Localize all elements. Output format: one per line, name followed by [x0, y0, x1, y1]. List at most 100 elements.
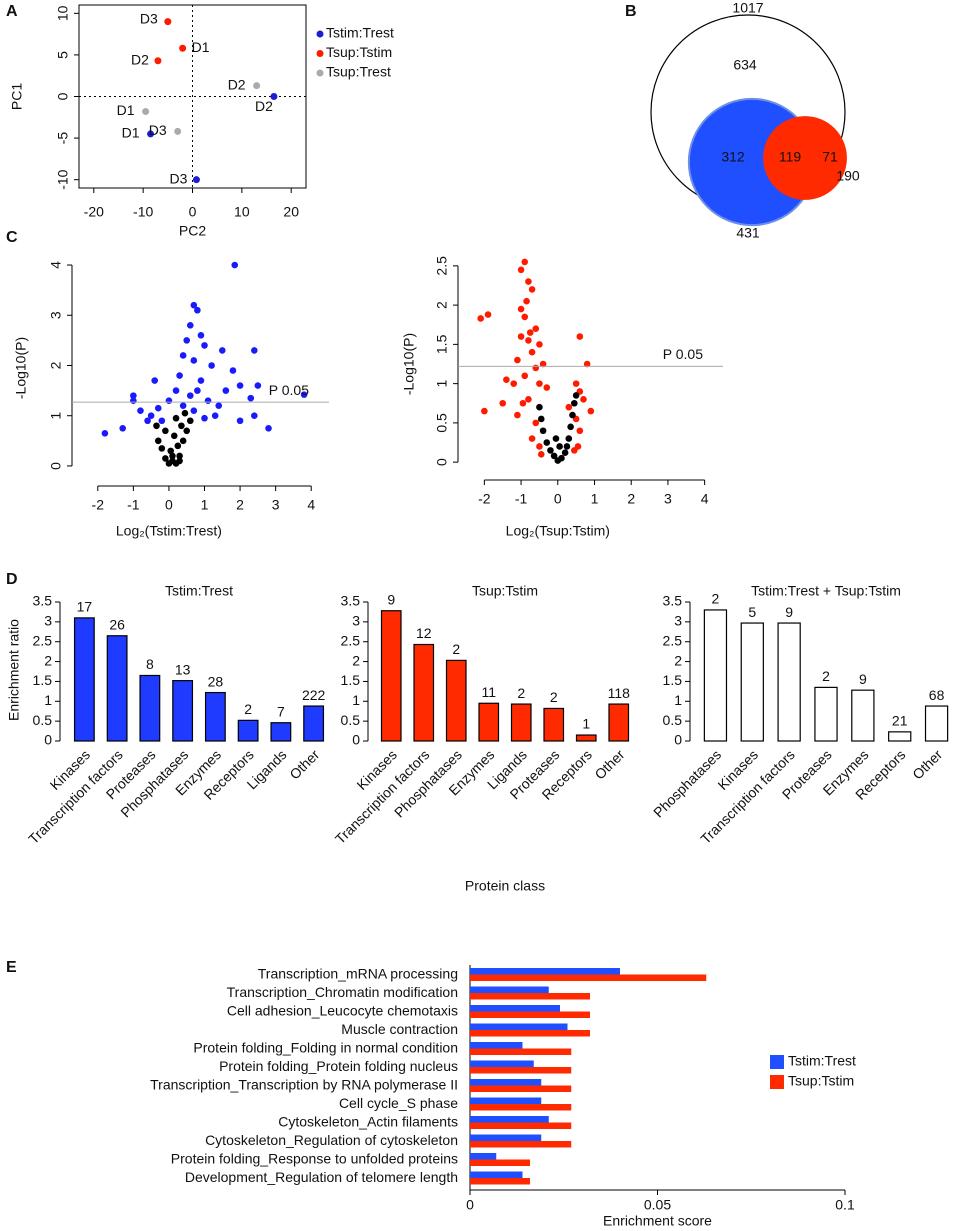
- bar: [814, 686, 838, 742]
- panel-label: A: [6, 3, 18, 20]
- point: [300, 391, 308, 398]
- bar: [470, 1048, 572, 1055]
- x-tick-label: 20: [283, 204, 299, 220]
- point: [162, 427, 169, 435]
- point: [253, 82, 261, 90]
- count-label: 9: [859, 671, 867, 687]
- x-axis-label: Enrichment score: [603, 1213, 712, 1229]
- legend-marker: [316, 50, 324, 57]
- y-tick-label: 1: [674, 692, 682, 708]
- count-label: 13: [175, 661, 191, 677]
- point: [154, 437, 162, 445]
- point: [222, 387, 230, 394]
- count-label: 9: [785, 604, 793, 620]
- bar: [470, 1104, 572, 1111]
- point: [176, 372, 183, 379]
- bar: [106, 635, 128, 742]
- y-tick-label: 3: [48, 311, 64, 319]
- y-tick-label: 2.5: [434, 256, 450, 276]
- point: [218, 347, 226, 354]
- y-tick-label: Muscle contraction: [341, 1021, 458, 1037]
- y-tick-label: 3.5: [663, 593, 683, 609]
- point: [208, 362, 215, 369]
- point: [536, 403, 543, 411]
- x-tick-label: 0.05: [644, 1197, 671, 1213]
- point: [192, 176, 200, 184]
- x-tick-label: -20: [84, 204, 104, 220]
- point: [153, 422, 160, 430]
- point: [583, 360, 591, 368]
- point: [587, 407, 595, 415]
- threshold-label: P 0.05: [663, 346, 703, 362]
- point: [503, 376, 510, 384]
- point: [186, 417, 194, 425]
- point: [251, 347, 258, 354]
- point: [525, 396, 532, 403]
- point: [158, 445, 166, 452]
- legend-label: Tsup:Tstim: [326, 44, 392, 60]
- panel-label: E: [6, 959, 17, 976]
- y-tick-label: 2: [434, 301, 450, 309]
- count-label: 12: [416, 625, 432, 641]
- chart-title: Tsup:Tstim: [472, 583, 538, 599]
- legend-marker: [316, 30, 324, 38]
- y-tick-label: 3: [674, 613, 682, 629]
- point: [247, 394, 255, 402]
- point: [178, 422, 185, 430]
- legend-swatch: [770, 1075, 784, 1089]
- point: [521, 313, 529, 321]
- point: [521, 372, 529, 380]
- point: [543, 439, 551, 446]
- point: [176, 457, 183, 465]
- count-label: 1: [582, 716, 590, 732]
- y-axis-label: -Log10(P): [13, 337, 29, 399]
- bar: [470, 1030, 590, 1037]
- point: [197, 377, 205, 384]
- x-tick-label: -1: [515, 491, 528, 507]
- legend-label: Tsup:Trest: [326, 64, 391, 80]
- count-label: 2: [822, 668, 830, 684]
- count-label: 2: [517, 685, 525, 701]
- point: [201, 342, 208, 349]
- point: [499, 399, 507, 407]
- y-tick-label: 2: [352, 652, 360, 668]
- point: [537, 450, 545, 458]
- y-tick-label: 5: [55, 51, 71, 59]
- venn-only: 312: [721, 149, 745, 165]
- point: [236, 417, 244, 425]
- x-tick-label: 3: [664, 491, 672, 507]
- point-label: D1: [117, 102, 135, 118]
- point: [201, 414, 208, 422]
- venn-set-total: 431: [736, 225, 760, 241]
- y-tick-label: Cytoskeleton_Actin filaments: [278, 1114, 458, 1130]
- bar: [470, 1005, 560, 1012]
- bar: [575, 734, 597, 742]
- y-tick-label: -10: [55, 169, 71, 189]
- point: [536, 341, 543, 348]
- point: [194, 306, 201, 314]
- bar: [740, 622, 764, 742]
- y-tick-label: 2: [674, 652, 682, 668]
- point: [251, 412, 258, 420]
- panel-label: D: [6, 571, 18, 588]
- point: [142, 107, 150, 115]
- point: [229, 367, 237, 374]
- bar: [470, 1122, 572, 1129]
- y-tick-label: 0: [352, 732, 360, 748]
- count-label: 2: [244, 701, 252, 717]
- point-label: D3: [140, 10, 158, 26]
- y-tick-label: 0.5: [434, 413, 450, 433]
- point: [532, 325, 540, 332]
- point: [215, 402, 223, 409]
- point-label: D3: [149, 122, 167, 138]
- point: [519, 399, 527, 407]
- x-tick-label: -10: [133, 204, 153, 220]
- point: [172, 387, 180, 394]
- point: [181, 409, 189, 417]
- y-tick-label: 1.5: [341, 672, 361, 688]
- bar: [470, 986, 549, 993]
- panel-label: B: [625, 3, 637, 20]
- legend-label: Tsup:Tstim: [788, 1073, 854, 1089]
- point: [190, 407, 198, 414]
- point: [190, 301, 198, 309]
